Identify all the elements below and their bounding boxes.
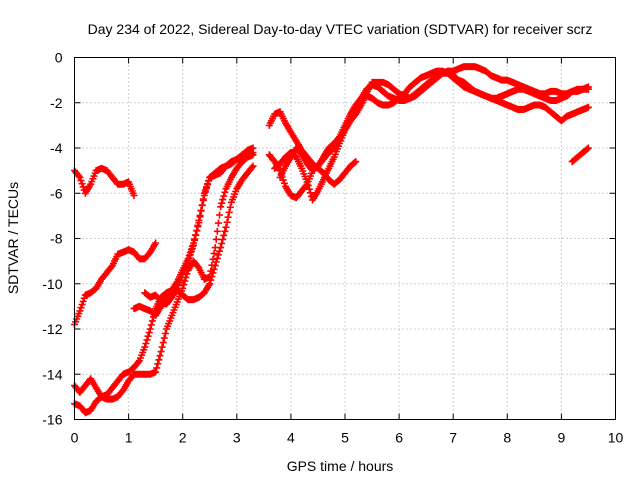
x-tick-label: 9 xyxy=(558,430,566,446)
y-tick-label: 0 xyxy=(55,50,63,66)
x-tick-label: 1 xyxy=(125,430,133,446)
plus-markers xyxy=(568,144,592,166)
plus-markers xyxy=(276,67,592,181)
data-markers xyxy=(71,63,592,417)
series-track-10 xyxy=(276,67,592,181)
x-tick-label: 7 xyxy=(449,430,457,446)
series-track-1 xyxy=(71,164,138,199)
plus-markers xyxy=(71,151,257,403)
y-tick-label: -16 xyxy=(42,412,62,428)
x-axis-label: GPS time / hours xyxy=(287,458,394,474)
plus-markers xyxy=(71,164,138,199)
y-tick-label: -12 xyxy=(42,321,62,337)
y-tick-label: -2 xyxy=(50,95,63,111)
y-tick-label: -10 xyxy=(42,276,62,292)
y-tick-label: -4 xyxy=(50,140,63,156)
plus-markers xyxy=(141,149,257,308)
x-tick-label: 4 xyxy=(287,430,295,446)
y-tick-label: -14 xyxy=(42,366,62,382)
x-tick-label: 5 xyxy=(341,430,349,446)
plus-markers xyxy=(271,69,592,204)
y-axis-label: SDTVAR / TECUs xyxy=(5,182,21,294)
x-tick-label: 8 xyxy=(503,430,511,446)
plot-frame xyxy=(74,57,616,420)
series-track-6 xyxy=(141,149,257,308)
x-tick-label: 10 xyxy=(608,430,624,446)
tick-labels: 0 1 2 3 4 5 6 7 8 9 10 0 -2 -4 -6 -8 -10 -12 -14 -16 xyxy=(42,50,623,446)
chart-title: Day 234 of 2022, Sidereal Day-to-day VTE… xyxy=(88,21,593,37)
series-track-9 xyxy=(271,69,592,204)
x-tick-label: 3 xyxy=(233,430,241,446)
series-track-3 xyxy=(71,151,257,403)
x-tick-label: 2 xyxy=(179,430,187,446)
y-tick-label: -8 xyxy=(50,231,63,247)
grid xyxy=(74,57,616,420)
x-tick-label: 6 xyxy=(395,430,403,446)
y-tick-label: -6 xyxy=(50,185,63,201)
x-tick-label: 0 xyxy=(71,430,79,446)
series-track-11 xyxy=(568,144,592,166)
